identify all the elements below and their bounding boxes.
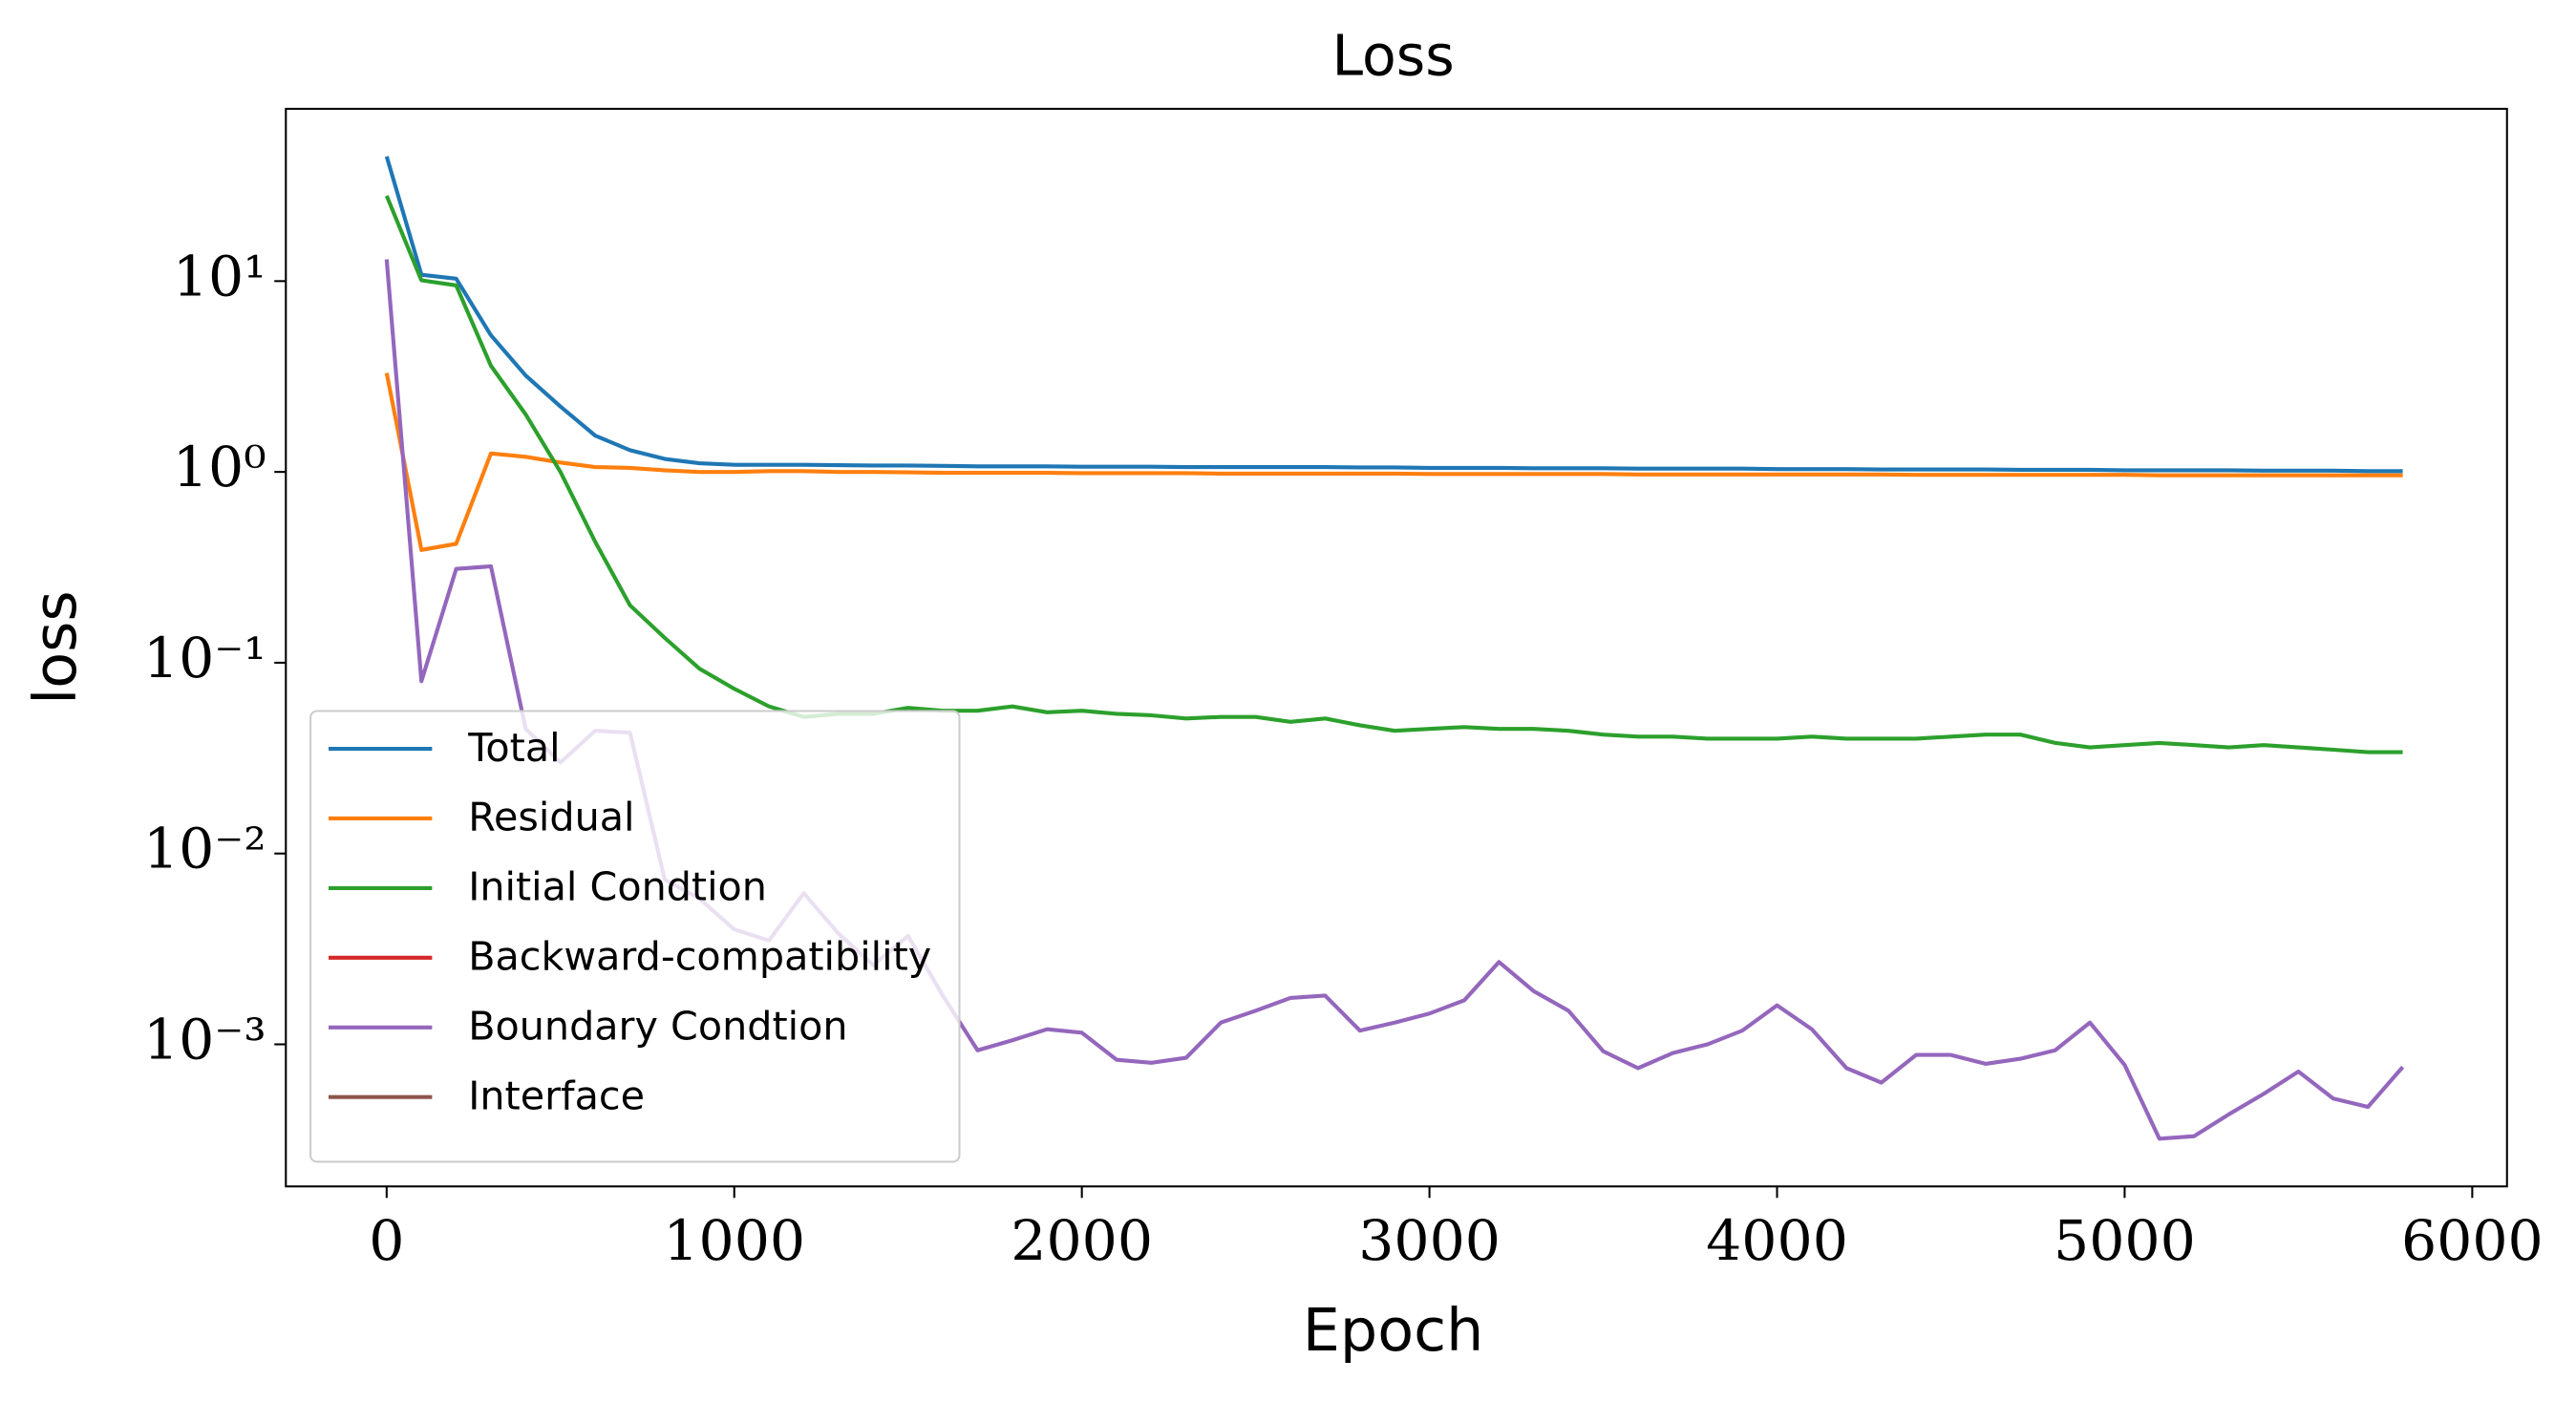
- legend-label: Interface: [468, 1073, 645, 1118]
- y-axis-label: loss: [21, 590, 90, 705]
- x-tick-label: 1000: [663, 1208, 805, 1273]
- y-tick-label: 10⁰: [173, 435, 266, 499]
- x-axis-label: Epoch: [1303, 1296, 1484, 1365]
- line-series: [384, 195, 2403, 754]
- legend-label: Backward-compatibility: [468, 934, 931, 980]
- x-tick-label: 3000: [1358, 1208, 1501, 1273]
- legend-label: Initial Condtion: [468, 864, 767, 910]
- legend-label: Residual: [468, 795, 634, 840]
- legend-box: [309, 710, 961, 1163]
- line-series: [384, 372, 2403, 552]
- x-tick-label: 6000: [2401, 1208, 2544, 1273]
- x-tick-label: 0: [369, 1208, 404, 1273]
- y-tick-label: 10¹: [173, 244, 266, 308]
- y-tick-label: 10⁻²: [143, 817, 266, 882]
- chart-title: Loss: [1331, 23, 1454, 88]
- x-tick-label: 2000: [1011, 1208, 1153, 1273]
- line-series: [384, 156, 2403, 474]
- x-tick-label: 5000: [2054, 1208, 2196, 1273]
- legend-label: Total: [467, 725, 560, 771]
- y-tick-label: 10⁻³: [143, 1007, 266, 1072]
- x-tick-label: 4000: [1706, 1208, 1848, 1273]
- y-tick-label: 10⁻¹: [143, 626, 266, 690]
- plot-frame: [285, 107, 2508, 1188]
- legend-label: Boundary Condtion: [468, 1003, 847, 1049]
